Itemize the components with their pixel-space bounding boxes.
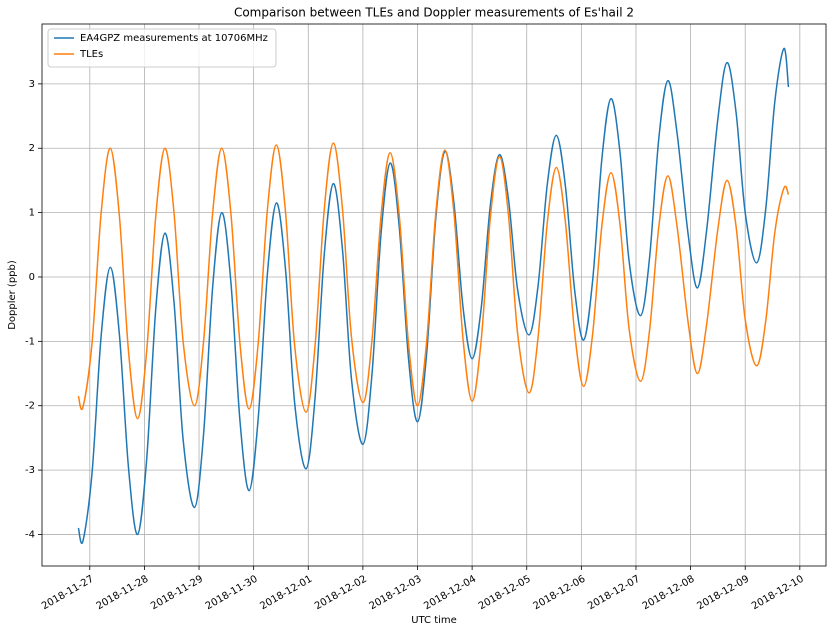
y-tick-label: 3 xyxy=(29,79,35,90)
plot-frame xyxy=(41,23,827,567)
y-tick-label: 1 xyxy=(29,208,35,219)
y-tick-label: -1 xyxy=(25,336,35,347)
x-tick-label: 2018-12-01 xyxy=(258,574,314,613)
y-tick-label: -3 xyxy=(25,465,35,476)
x-tick-label: 2018-12-08 xyxy=(641,574,697,613)
x-tick-label: 2018-11-30 xyxy=(204,574,260,613)
chart-title: Comparison between TLEs and Doppler meas… xyxy=(234,6,634,20)
legend-label: TLEs xyxy=(79,49,103,60)
x-tick-label: 2018-12-07 xyxy=(586,574,642,613)
x-tick-label: 2018-12-03 xyxy=(368,574,424,613)
y-tick-label: 0 xyxy=(29,272,35,283)
x-tick-label: 2018-12-04 xyxy=(422,574,478,613)
x-tick-label: 2018-12-05 xyxy=(477,574,533,613)
legend-box xyxy=(47,28,277,68)
x-tick-label: 2018-12-02 xyxy=(313,574,369,613)
y-tick-label: -2 xyxy=(25,401,35,412)
y-axis-label: Doppler (ppb) xyxy=(7,260,18,330)
x-tick-label: 2018-12-06 xyxy=(532,574,588,613)
data-line xyxy=(77,47,790,544)
x-tick-label: 2018-11-27 xyxy=(40,574,96,613)
y-tick-label: 2 xyxy=(29,143,35,154)
data-line xyxy=(77,142,790,420)
legend-label: EA4GPZ measurements at 10706MHz xyxy=(80,33,268,44)
x-tick-label: 2018-12-10 xyxy=(750,574,806,613)
x-tick-label: 2018-11-29 xyxy=(149,574,205,613)
y-tick-label: -4 xyxy=(25,529,35,540)
legend: EA4GPZ measurements at 10706MHz TLEs xyxy=(47,28,277,68)
x-tick-label: 2018-12-09 xyxy=(695,574,751,613)
x-tick-label: 2018-11-28 xyxy=(95,574,151,613)
x-axis-label: UTC time xyxy=(411,615,457,626)
